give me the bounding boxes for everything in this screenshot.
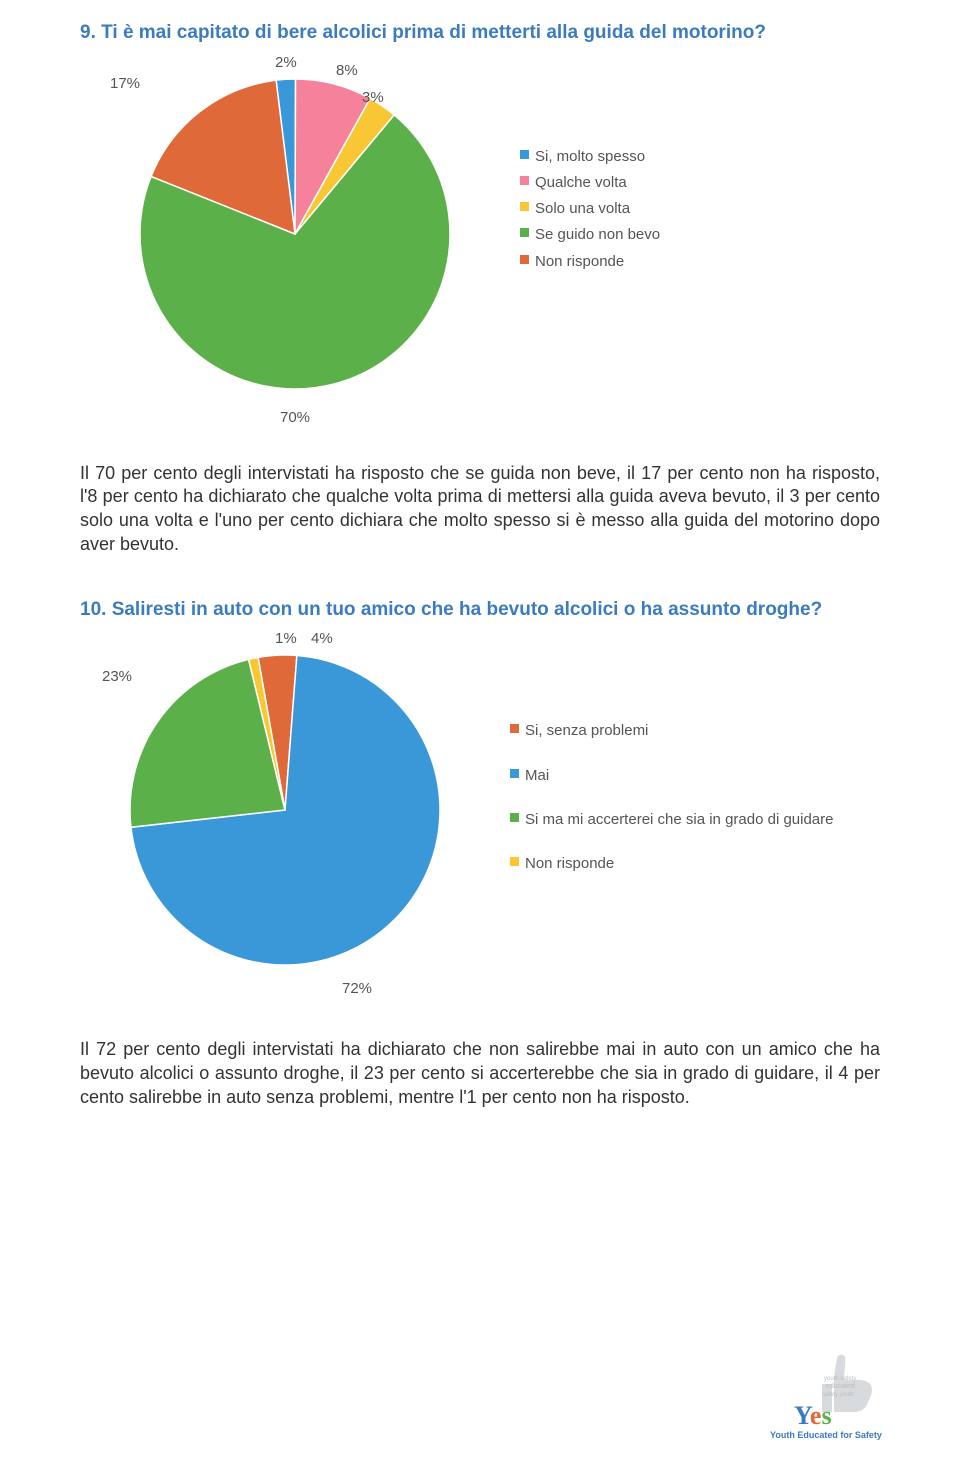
- pie10-label-72: 72%: [342, 980, 372, 997]
- legend-9: Si, molto spessoQualche voltaSolo una vo…: [520, 144, 660, 275]
- chart-9-block: 17% 2% 8% 3% 70% Si, molto spessoQualche…: [80, 64, 880, 434]
- chart-10-block: 1% 4% 23% 72% Si, senza problemiMaiSi ma…: [80, 640, 880, 1010]
- svg-text:educated: educated: [826, 1383, 855, 1390]
- question-9-body: Il 70 per cento degli intervistati ha ri…: [80, 462, 880, 557]
- pie-chart-9: [80, 64, 510, 424]
- pie-chart-10: [80, 640, 500, 1000]
- legend-label: Se guido non bevo: [535, 222, 660, 248]
- legend-item: Si, senza problemi: [510, 718, 850, 744]
- pie9-label-8: 8%: [336, 62, 358, 79]
- question-10-title: 10. Saliresti in auto con un tuo amico c…: [80, 597, 880, 623]
- legend-label: Si, molto spesso: [535, 144, 645, 170]
- legend-label: Non risponde: [525, 851, 614, 877]
- legend-swatch: [510, 857, 519, 866]
- legend-label: Si, senza problemi: [525, 718, 648, 744]
- legend-item: Solo una volta: [520, 196, 660, 222]
- svg-text:youth safety: youth safety: [824, 1376, 856, 1382]
- legend-swatch: [520, 176, 529, 185]
- legend-item: Mai: [510, 763, 850, 789]
- legend-item: Si ma mi accerterei che sia in grado di …: [510, 807, 850, 833]
- legend-item: Qualche volta: [520, 170, 660, 196]
- legend-swatch: [510, 769, 519, 778]
- legend-item: Si, molto spesso: [520, 144, 660, 170]
- pie10-label-1: 1%: [275, 630, 297, 647]
- legend-item: Se guido non bevo: [520, 222, 660, 248]
- legend-swatch: [520, 202, 529, 211]
- pie9-label-70: 70%: [280, 409, 310, 426]
- pie10-label-4: 4%: [311, 630, 333, 647]
- legend-swatch: [520, 255, 529, 264]
- legend-label: Solo una volta: [535, 196, 630, 222]
- pie9-label-3: 3%: [362, 89, 384, 106]
- legend-swatch: [510, 813, 519, 822]
- pie9-label-17: 17%: [110, 75, 140, 92]
- legend-label: Non risponde: [535, 249, 624, 275]
- yes-logo: Yes Youth Educated for Safety youth safe…: [760, 1352, 890, 1442]
- svg-text:Yes: Yes: [794, 1401, 832, 1430]
- legend-label: Qualche volta: [535, 170, 627, 196]
- legend-swatch: [520, 228, 529, 237]
- question-9-title: 9. Ti è mai capitato di bere alcolici pr…: [80, 20, 880, 46]
- legend-label: Si ma mi accerterei che sia in grado di …: [525, 807, 833, 833]
- logo-tagline: Youth Educated for Safety: [770, 1430, 882, 1440]
- legend-label: Mai: [525, 763, 549, 789]
- svg-text:safety youth: safety youth: [822, 1392, 854, 1398]
- pie9-label-2: 2%: [275, 54, 297, 71]
- legend-item: Non risponde: [520, 249, 660, 275]
- pie10-label-23: 23%: [102, 668, 132, 685]
- legend-swatch: [510, 724, 519, 733]
- legend-swatch: [520, 150, 529, 159]
- question-10-body: Il 72 per cento degli intervistati ha di…: [80, 1038, 880, 1109]
- legend-item: Non risponde: [510, 851, 850, 877]
- legend-10: Si, senza problemi Mai Si ma mi accerterei…: [510, 718, 850, 895]
